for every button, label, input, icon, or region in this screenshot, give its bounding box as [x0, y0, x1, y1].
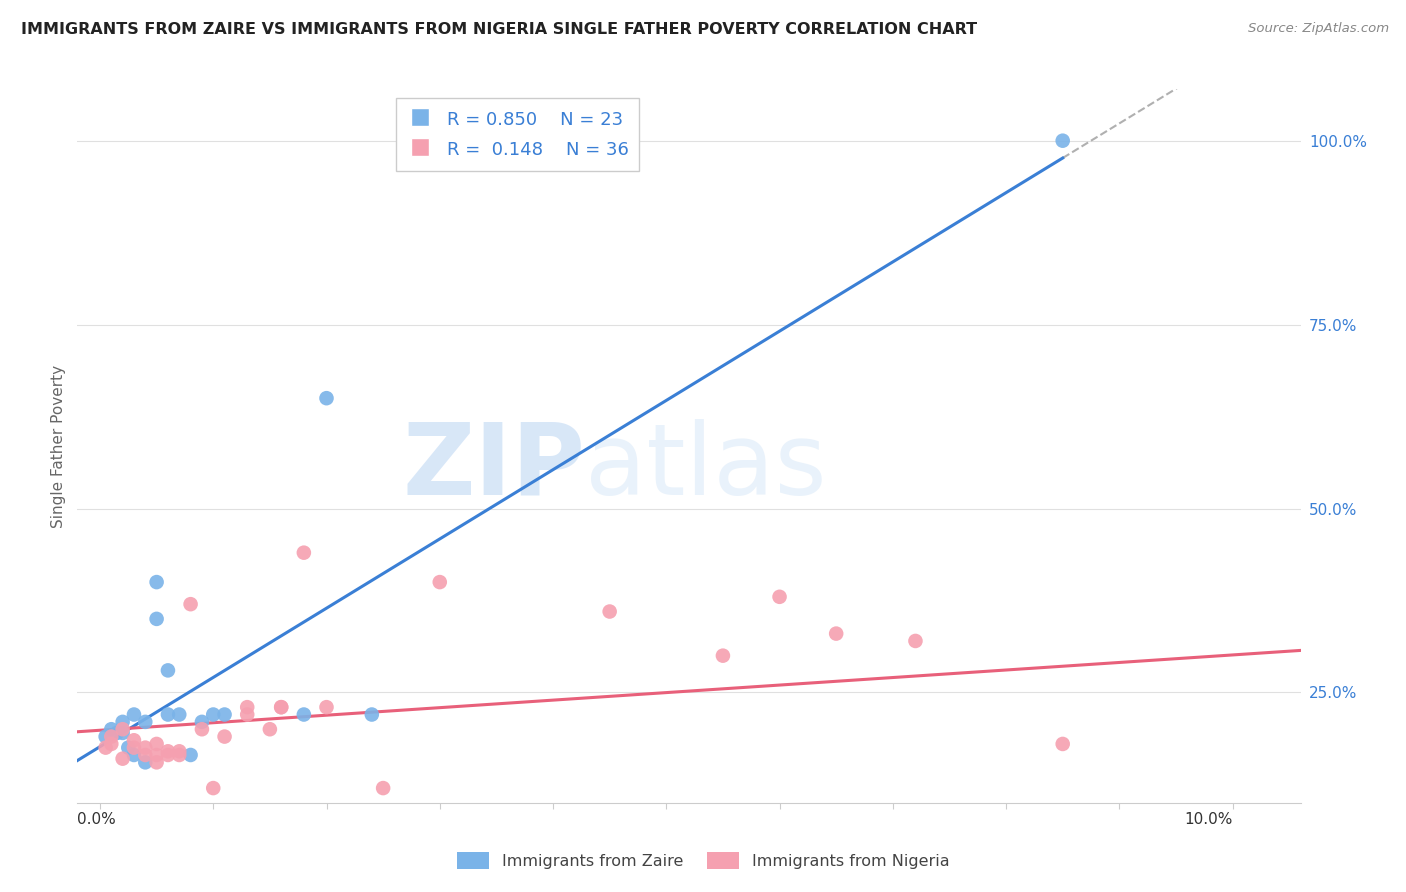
Text: ZIP: ZIP	[402, 419, 585, 516]
Point	[117, 740, 139, 755]
Point	[191, 723, 214, 737]
Point	[122, 733, 145, 747]
Point	[180, 747, 202, 762]
Point	[259, 723, 281, 737]
Point	[122, 747, 145, 762]
Point	[156, 744, 179, 758]
Point	[599, 605, 621, 619]
Point	[145, 756, 167, 770]
Point	[768, 590, 790, 604]
Point	[202, 781, 225, 796]
Point	[122, 707, 145, 722]
Point	[94, 740, 117, 755]
Point	[371, 781, 394, 796]
Point	[904, 634, 927, 648]
Point	[711, 648, 734, 663]
Point	[360, 707, 382, 722]
Point	[134, 747, 156, 762]
Point	[134, 714, 156, 729]
Point	[145, 612, 167, 626]
Point	[169, 707, 191, 722]
Point	[429, 575, 451, 590]
Point	[191, 714, 214, 729]
Y-axis label: Single Father Poverty: Single Father Poverty	[51, 365, 66, 527]
Point	[156, 664, 179, 678]
Point	[1052, 134, 1074, 148]
Point	[270, 700, 292, 714]
Text: 10.0%: 10.0%	[1184, 813, 1233, 828]
Point	[100, 723, 122, 737]
Point	[100, 730, 122, 744]
Text: atlas: atlas	[585, 419, 827, 516]
Point	[180, 597, 202, 611]
Point	[111, 714, 134, 729]
Legend: Immigrants from Zaire, Immigrants from Nigeria: Immigrants from Zaire, Immigrants from N…	[450, 846, 956, 875]
Legend: R = 0.850    N = 23, R =  0.148    N = 36: R = 0.850 N = 23, R = 0.148 N = 36	[396, 98, 640, 170]
Point	[169, 747, 191, 762]
Point	[105, 726, 128, 740]
Point	[1052, 737, 1074, 751]
Point	[292, 707, 315, 722]
Point	[214, 707, 236, 722]
Point	[202, 707, 225, 722]
Point	[145, 747, 167, 762]
Point	[100, 737, 122, 751]
Point	[315, 391, 337, 405]
Point	[94, 730, 117, 744]
Point	[111, 726, 134, 740]
Point	[292, 546, 315, 560]
Point	[214, 730, 236, 744]
Point	[270, 700, 292, 714]
Point	[111, 723, 134, 737]
Point	[134, 756, 156, 770]
Point	[134, 740, 156, 755]
Text: 0.0%: 0.0%	[77, 813, 117, 828]
Point	[145, 575, 167, 590]
Point	[111, 752, 134, 766]
Point	[122, 740, 145, 755]
Point	[156, 747, 179, 762]
Point	[825, 626, 848, 640]
Text: Source: ZipAtlas.com: Source: ZipAtlas.com	[1249, 22, 1389, 36]
Point	[236, 707, 259, 722]
Point	[169, 744, 191, 758]
Point	[315, 700, 337, 714]
Point	[156, 707, 179, 722]
Point	[1108, 810, 1130, 824]
Point	[236, 700, 259, 714]
Text: IMMIGRANTS FROM ZAIRE VS IMMIGRANTS FROM NIGERIA SINGLE FATHER POVERTY CORRELATI: IMMIGRANTS FROM ZAIRE VS IMMIGRANTS FROM…	[21, 22, 977, 37]
Point	[145, 737, 167, 751]
